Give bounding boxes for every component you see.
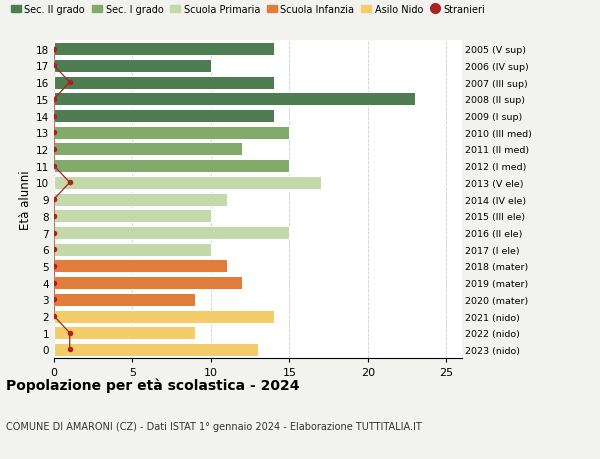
Point xyxy=(49,246,59,253)
Bar xyxy=(54,226,289,240)
Point xyxy=(49,146,59,153)
Point xyxy=(49,112,59,120)
Text: COMUNE DI AMARONI (CZ) - Dati ISTAT 1° gennaio 2024 - Elaborazione TUTTITALIA.IT: COMUNE DI AMARONI (CZ) - Dati ISTAT 1° g… xyxy=(6,421,422,431)
Bar xyxy=(54,293,195,306)
Bar xyxy=(54,60,211,73)
Point xyxy=(49,162,59,170)
Legend: Sec. II grado, Sec. I grado, Scuola Primaria, Scuola Infanzia, Asilo Nido, Stran: Sec. II grado, Sec. I grado, Scuola Prim… xyxy=(11,5,485,15)
Point xyxy=(49,280,59,287)
Bar xyxy=(54,260,227,273)
Bar xyxy=(54,143,242,156)
Point xyxy=(49,263,59,270)
Point xyxy=(65,346,74,353)
Point xyxy=(49,96,59,103)
Y-axis label: Età alunni: Età alunni xyxy=(19,170,32,230)
Bar xyxy=(54,276,242,290)
Bar xyxy=(54,160,289,173)
Bar xyxy=(54,77,274,90)
Bar xyxy=(54,210,211,223)
Bar xyxy=(54,193,227,206)
Point xyxy=(49,196,59,203)
Bar xyxy=(54,326,195,340)
Bar xyxy=(54,93,415,106)
Point xyxy=(49,313,59,320)
Bar xyxy=(54,43,274,56)
Bar xyxy=(54,310,274,323)
Bar xyxy=(54,343,258,356)
Point xyxy=(49,129,59,137)
Point xyxy=(65,179,74,187)
Point xyxy=(65,330,74,337)
Bar xyxy=(54,177,321,190)
Text: Popolazione per età scolastica - 2024: Popolazione per età scolastica - 2024 xyxy=(6,378,299,392)
Bar xyxy=(54,243,211,256)
Point xyxy=(49,62,59,70)
Point xyxy=(49,230,59,237)
Point xyxy=(49,46,59,53)
Bar xyxy=(54,110,274,123)
Bar xyxy=(54,127,289,140)
Point xyxy=(49,213,59,220)
Point xyxy=(65,79,74,87)
Point xyxy=(49,296,59,303)
